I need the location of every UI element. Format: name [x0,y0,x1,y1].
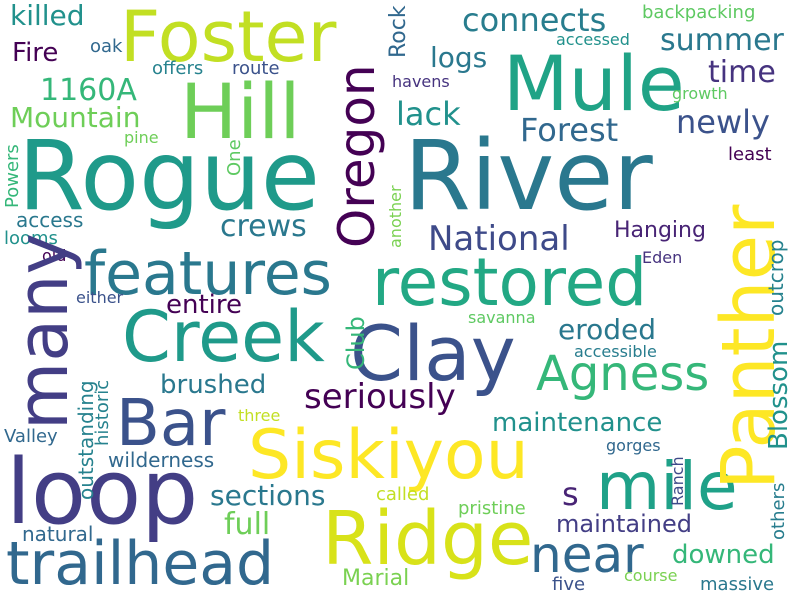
word-full: full [224,507,271,542]
word-growth: growth [672,84,728,103]
word-outcrop: outcrop [764,239,788,316]
word-one: One [224,139,245,176]
word-oak: oak [90,36,123,57]
word-least: least [728,144,772,165]
word-clay: Clay [350,309,516,398]
word-ranch: Ranch [668,456,687,506]
word-siskiyou: Siskiyou [248,416,529,495]
word-brushed: brushed [160,370,267,400]
word-sections: sections [210,479,326,512]
word-restored: restored [372,244,648,321]
word-rogue: Rogue [18,120,320,232]
word-loop: loop [6,440,199,545]
word-maintenance: maintenance [492,408,663,438]
word-access: access [16,208,84,232]
word-natural: natural [22,522,94,546]
word-lack: lack [396,95,461,133]
word-eroded: eroded [558,313,657,346]
word-powers: Powers [2,144,23,208]
word-gorges: gorges [606,436,661,455]
word-pine: pine [124,128,159,147]
word-eden: Eden [642,248,683,267]
word-either: either [76,288,124,307]
word-summer: summer [660,23,784,58]
word-connects: connects [462,1,607,39]
word-fire: Fire [12,38,59,68]
word-maintained: maintained [556,510,692,538]
word-others: others [768,482,789,540]
word-five: five [552,574,586,595]
word-mile: mile [596,448,738,525]
word-agness: Agness [536,346,710,402]
word-valley: Valley [4,426,58,447]
word-offers: offers [152,58,204,79]
word-newly: newly [676,103,770,141]
word-havens: havens [392,72,450,91]
word-club: Club [342,316,370,370]
word-ridge: Ridge [322,496,534,582]
word-marial: Marial [342,566,410,591]
word-near: near [530,526,644,584]
word-route: route [232,58,280,79]
word-pristine: pristine [458,498,526,519]
word-course: course [624,566,678,585]
word-accessed: accessed [556,30,630,49]
word-1160a: 1160A [40,73,137,108]
word-three: three [238,406,281,425]
word-mountain: Mountain [10,101,141,134]
word-logs: logs [430,41,488,74]
word-wilderness: wilderness [108,448,215,472]
word-time: time [708,55,776,90]
word-bar: Bar [116,387,226,461]
word-downed: downed [672,540,775,570]
word-hanging: Hanging [614,218,706,243]
word-looms: looms [4,228,58,249]
word-massive: massive [700,574,775,595]
word-features: features [84,239,332,309]
word-hill: Hill [180,67,301,156]
word-oregon: Oregon [328,64,386,248]
word-trailhead: trailhead [6,529,275,599]
word-entire: entire [166,290,243,320]
word-mule: Mule [503,39,685,128]
word-foster: Foster [120,0,337,78]
word-many: many [2,233,84,430]
word-historic: historic [92,379,113,446]
word-s: s [562,475,579,513]
word-river: River [404,120,653,232]
word-backpacking: backpacking [642,2,756,23]
word-crews: crews [220,209,307,244]
word-killed: killed [10,0,85,32]
word-another: another [386,185,405,248]
word-seriously: seriously [304,377,456,417]
word-savanna: savanna [468,308,536,327]
word-national: National [428,219,570,259]
word-creek: Creek [122,296,325,378]
word-accessible: accessible [574,342,657,361]
word-called: called [376,484,430,505]
word-blossom: Blossom [764,340,794,450]
word-forest: Forest [520,111,619,149]
word-old: old [42,246,67,265]
word-rock: Rock [386,5,411,58]
